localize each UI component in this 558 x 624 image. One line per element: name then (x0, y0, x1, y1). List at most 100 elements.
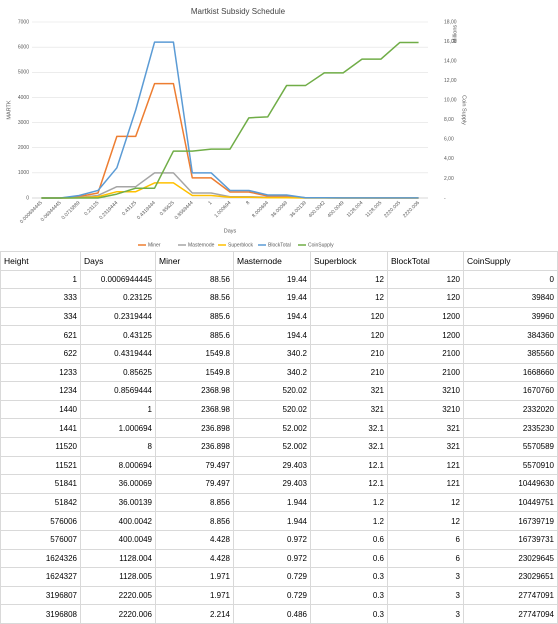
table-cell: 576007 (0, 529, 81, 550)
table-cell: 1200 (387, 325, 464, 345)
x-tick-label: 1 (207, 200, 213, 206)
table-cell: 1549.8 (155, 362, 234, 383)
table-cell: 1200 (387, 306, 464, 327)
table-cell: 0.729 (233, 585, 311, 606)
table-cell: 32.1 (310, 436, 388, 457)
table-cell: 11521 (0, 455, 81, 476)
table-row: 621 0.43125 885.6 194.4 120 1200 384360 (0, 325, 558, 345)
table-cell: 1128.004 (80, 548, 156, 569)
table-cell: 8.856 (155, 511, 234, 531)
y2-tick-label: 10,00 (444, 98, 457, 104)
table-cell: 321 (310, 399, 388, 420)
table-cell: 120 (387, 288, 464, 308)
table-row: 576006 400.0042 8.856 1.944 1.2 12 16739719 (0, 511, 558, 531)
table-cell: 885.6 (155, 306, 234, 327)
table-cell: 2368.98 (155, 399, 234, 420)
table-cell: 2335230 (463, 418, 558, 438)
table-cell: 385560 (463, 343, 558, 364)
x-tick-label: 8.000694 (251, 200, 270, 219)
x-tick-label: 0.0715889 (61, 200, 82, 221)
header-cell: Height (0, 251, 81, 271)
y2-tick-label: 16,00 (444, 39, 457, 45)
x-tick-label: 36.00139 (289, 200, 308, 219)
table-cell: 88.56 (155, 269, 234, 290)
table-cell: 1 (0, 269, 81, 290)
x-tick-label: 0.8569444 (174, 200, 195, 221)
chart: Martkist Subsidy Schedule MARTK Coin Sup… (6, 7, 467, 248)
table-cell: 2220.006 (80, 604, 156, 624)
table-cell: 0.972 (233, 548, 311, 569)
table-cell: 5570910 (463, 455, 558, 476)
table-cell: 1668660 (463, 362, 558, 383)
header-cell: Superblock (310, 251, 388, 271)
table-cell: 210 (310, 343, 388, 364)
table-cell: 11520 (0, 436, 81, 457)
table-cell: 194.4 (233, 325, 311, 345)
table-cell: 19.44 (233, 288, 311, 308)
y2-tick-label: 18,00 (444, 19, 457, 25)
x-tick-label: 0.43125 (121, 200, 138, 217)
table-cell: 29.403 (233, 455, 311, 476)
table-cell: 0.3 (310, 585, 388, 606)
table-cell: 400.0049 (80, 529, 156, 550)
y2-tick-label: 14,00 (444, 58, 457, 64)
table-cell: 2220.005 (80, 585, 156, 606)
table-cell: 0 (463, 269, 558, 290)
table-cell: 1440 (0, 399, 81, 420)
table-cell: 88.56 (155, 288, 234, 308)
table-cell: 8.000694 (80, 455, 156, 476)
table-cell: 622 (0, 343, 81, 364)
series-line (41, 82, 419, 199)
y2-tick-label: 12,00 (444, 78, 457, 84)
x-tick-label: 1128.004 (346, 200, 365, 219)
header-cell: Masternode (233, 251, 311, 271)
x-tick-label: 8 (245, 200, 251, 206)
table-cell: 51842 (0, 492, 81, 513)
y-tick-label: 0 (26, 195, 29, 201)
table-row: 1441 1.000694 236.898 52.002 32.1 321 2335230 (0, 418, 558, 438)
table-cell: 1.971 (155, 567, 234, 587)
legend-label: Masternode (188, 242, 215, 248)
table-cell: 36.00139 (80, 492, 156, 513)
x-tick-label: 0.23125 (83, 200, 100, 217)
table-cell: 0.85625 (80, 362, 156, 383)
table-cell: 6 (387, 548, 464, 569)
table-cell: 1441 (0, 418, 81, 438)
table-cell: 12.1 (310, 455, 388, 476)
table-cell: 32.1 (310, 418, 388, 438)
table-cell: 6 (387, 529, 464, 550)
table-cell: 0.486 (233, 604, 311, 624)
table-cell: 1.944 (233, 511, 311, 531)
x-tick-label: 1.000694 (213, 200, 232, 219)
table-cell: 1.2 (310, 511, 388, 531)
table-cell: 0.8569444 (80, 381, 156, 401)
table-cell: 1234 (0, 381, 81, 401)
table-cell: 121 (387, 455, 464, 476)
table-cell: 334 (0, 306, 81, 327)
table-cell: 0.972 (233, 529, 311, 550)
x-axis-label: Days (224, 228, 237, 234)
header-cell: Days (80, 251, 156, 271)
table-row: 334 0.2319444 885.6 194.4 120 1200 39960 (0, 306, 558, 327)
table-row: 1 0.0006944445 88.56 19.44 12 120 0 (0, 269, 558, 290)
x-tick-label: 36.00069 (270, 200, 289, 219)
series-line (41, 41, 419, 199)
table-cell: 576006 (0, 511, 81, 531)
table-cell: 121 (387, 474, 464, 494)
legend-label: CoinSupply (308, 242, 334, 248)
table-cell: 120 (387, 269, 464, 290)
table-cell: 8.856 (155, 492, 234, 513)
table-cell: 520.02 (233, 399, 311, 420)
table-cell: 12 (310, 269, 388, 290)
y2-axis-label: Coin Supply (461, 95, 467, 125)
legend-label: BlockTotal (268, 242, 291, 248)
table-cell: 0.0006944445 (80, 269, 156, 290)
header-cell: Miner (155, 251, 234, 271)
y2-tick-label: 8,00 (444, 117, 454, 123)
table-cell: 29.403 (233, 474, 311, 494)
table-row: 11521 8.000694 79.497 29.403 12.1 121 5570910 (0, 455, 558, 476)
y-tick-label: 3000 (18, 120, 29, 126)
series-line (41, 172, 419, 199)
table-row: 3196807 2220.005 1.971 0.729 0.3 3 27747091 (0, 585, 558, 606)
table-cell: 27747091 (463, 585, 558, 606)
